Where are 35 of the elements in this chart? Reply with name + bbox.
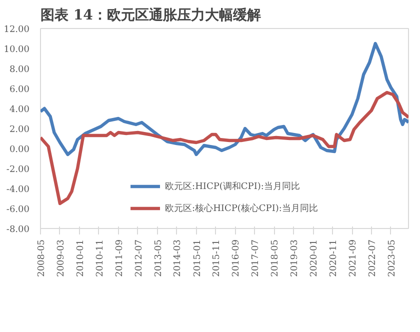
line-series [40,42,408,156]
y-tick-label: 6.00 [9,85,30,95]
x-tick-label: 2008-05 [37,239,47,277]
x-tick-label: 2010-11 [95,239,106,277]
y-tick-label: -4.00 [6,185,30,195]
x-tick-label: 2015-11 [212,239,222,277]
y-tick-label: -8.00 [6,225,30,235]
y-tick-label: 4.00 [9,105,30,115]
x-tick-label: 2016-09 [232,239,242,277]
y-tick-label: 12.00 [4,25,30,35]
y-tick-label: -2.00 [6,165,30,175]
x-tick-label: 2017-07 [251,239,262,277]
y-tick-label: 10.00 [4,45,30,55]
x-tick-label: 2009-03 [56,239,66,277]
x-tick-label: 2012-07 [134,239,144,277]
x-tick-label: 2020-01 [310,239,320,277]
x-tick-label: 2015-01 [192,239,203,277]
y-tick-label: 2.00 [9,125,30,135]
x-tick-label: 2013-05 [154,239,164,277]
chart-title: 图表 14：欧元区通胀压力大幅缓解 [40,6,261,24]
x-tick-label: 2014-03 [173,239,184,277]
legend-label: 欧元区:HICP(调和CPI):当月同比 [165,180,300,192]
y-tick-label: 8.00 [9,65,30,75]
x-tick-label: 2020-11 [329,239,340,277]
y-tick-label: 0.00 [9,145,30,155]
y-tick-label: -6.00 [6,205,30,215]
x-tick-label: 2011-09 [114,239,125,277]
x-tick-label: 2018-05 [270,239,281,277]
legend-label: 欧元区:核心HICP(核心CPI):当月同比 [165,202,318,214]
x-tick-label: 2019-03 [290,239,300,277]
x-tick-label: 2021-09 [348,239,359,277]
line-series [40,90,408,206]
x-tick-label: 2022-07 [368,239,378,277]
x-tick-label: 2023-05 [387,239,398,277]
x-tick-label: 2010-01 [76,239,86,277]
